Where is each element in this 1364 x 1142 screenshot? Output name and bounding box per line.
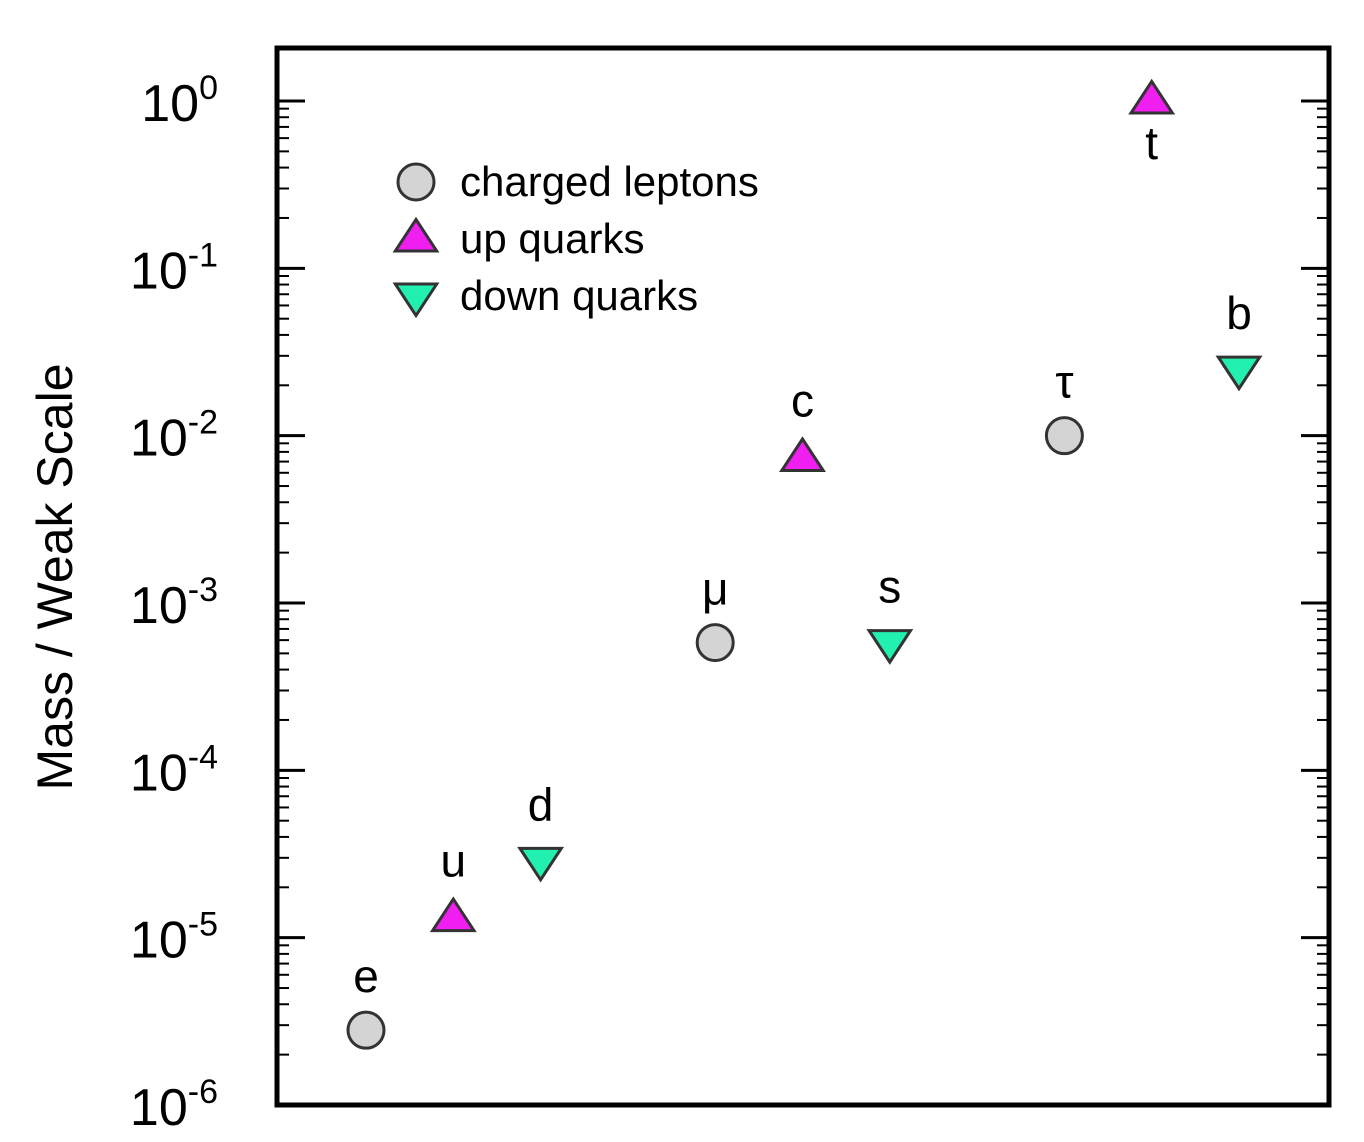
y-tick-label: 10-1 <box>130 236 218 300</box>
point-triangle-up <box>429 896 477 933</box>
y-tick-exponent: -4 <box>188 738 218 776</box>
point-label: s <box>878 561 901 613</box>
point-label: μ <box>702 563 729 615</box>
y-tick-label: 10-3 <box>130 571 218 635</box>
y-tick-base: 10 <box>130 410 188 468</box>
legend-marker-triangle-up <box>392 216 440 253</box>
point-label: d <box>528 778 554 830</box>
y-tick-base: 10 <box>130 1079 188 1137</box>
point-triangle-down <box>517 846 565 883</box>
y-tick-base: 10 <box>130 744 188 802</box>
point-circle <box>695 623 735 663</box>
point-label: c <box>791 375 814 427</box>
y-tick-label: 10-5 <box>130 906 218 970</box>
y-tick-base: 10 <box>141 75 199 133</box>
point-triangle-down <box>1215 355 1263 392</box>
legend-entry: up quarks <box>460 215 644 262</box>
legend: charged leptons up quarks down quarks <box>392 158 759 319</box>
y-tick-base: 10 <box>130 242 188 300</box>
y-tick-base: 10 <box>130 912 188 970</box>
y-tick-exponent: -5 <box>188 906 218 944</box>
y-tick-exponent: 0 <box>199 69 218 107</box>
y-tick-label: 10-6 <box>130 1073 218 1137</box>
legend-marker-triangle-down <box>392 282 440 319</box>
point-label: u <box>441 835 467 887</box>
y-tick-label: 100 <box>141 69 218 133</box>
legend-entry: down quarks <box>460 272 698 319</box>
point-label: τ <box>1055 356 1073 408</box>
y-axis-label: Mass / Weak Scale <box>27 363 83 790</box>
point-triangle-up <box>1128 78 1176 115</box>
legend-entry: charged leptons <box>460 158 759 205</box>
data-points: e μ τ u c t d s b <box>346 78 1263 1050</box>
y-tick-exponent: -6 <box>188 1073 218 1111</box>
y-tick-label: 10-4 <box>130 738 218 802</box>
plot-frame <box>274 45 1332 1108</box>
y-tick-exponent: -1 <box>188 236 218 274</box>
y-axis-ticks <box>277 99 1329 1107</box>
legend-marker-circle <box>396 162 436 202</box>
y-tick-exponent: -3 <box>188 571 218 609</box>
point-triangle-down <box>866 629 914 665</box>
y-tick-label: 10-2 <box>130 404 218 468</box>
point-label: e <box>353 950 379 1002</box>
y-tick-base: 10 <box>130 577 188 635</box>
point-circle <box>1044 416 1084 456</box>
point-circle <box>346 1010 386 1050</box>
point-label: b <box>1226 287 1252 339</box>
point-triangle-up <box>779 436 826 473</box>
point-label: t <box>1145 117 1158 169</box>
y-tick-exponent: -2 <box>188 404 218 442</box>
